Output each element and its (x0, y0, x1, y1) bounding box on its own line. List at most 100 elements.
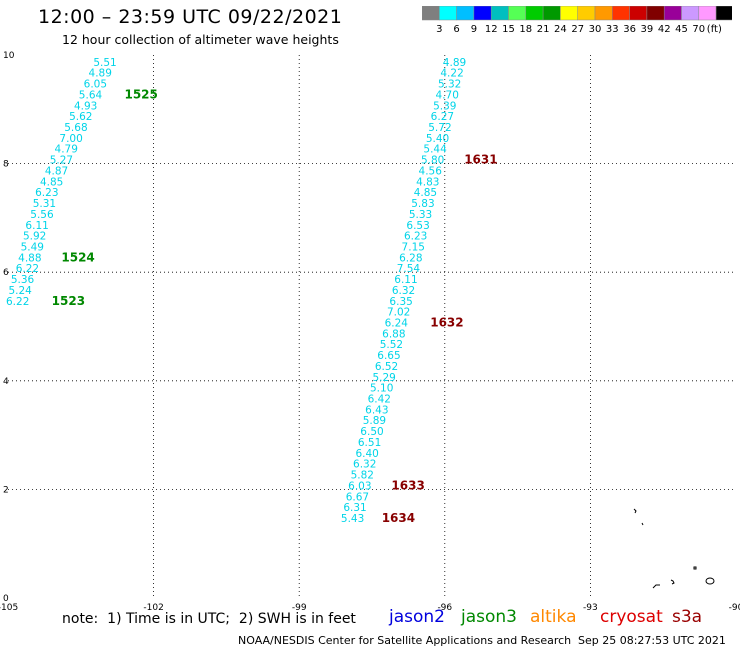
wave-height-point: 4.85 (40, 176, 63, 188)
wave-height-point: 5.62 (69, 111, 92, 123)
y-tick-label: 10 (3, 51, 15, 61)
x-tick-label: -93 (583, 603, 598, 613)
wave-height-point: 5.72 (428, 122, 451, 134)
wave-height-point: 6.52 (375, 361, 398, 373)
wave-height-point: 5.89 (363, 415, 386, 427)
wave-height-point: 6.24 (385, 318, 409, 330)
wave-height-point: 4.88 (18, 252, 41, 264)
wave-height-point: 6.32 (392, 285, 415, 297)
colorbar-tick-label: 12 (485, 24, 498, 35)
wave-height-point: 6.27 (431, 111, 454, 123)
wave-height-point: 5.80 (421, 155, 444, 167)
colorbar-tick-label: 6 (453, 24, 459, 35)
wave-height-point: 4.93 (74, 100, 97, 112)
wave-height-point: 5.33 (409, 209, 432, 221)
coastline-fragment (652, 584, 660, 589)
wave-height-point: 6.05 (84, 79, 107, 91)
wave-height-point: 6.51 (358, 437, 381, 449)
note-text: note: 1) Time is in UTC; 2) SWH is in fe… (62, 611, 356, 627)
satellite-jason2: jason2 (389, 607, 445, 627)
wave-height-point: 6.03 (348, 480, 371, 492)
wave-height-point: 5.92 (23, 231, 46, 243)
pass-number-label: 1632 (430, 316, 463, 330)
wave-height-point: 6.22 (6, 296, 29, 308)
wave-height-point: 6.32 (353, 459, 376, 471)
wave-height-point: 6.23 (35, 187, 58, 199)
footer-source: NOAA/NESDIS Center for Satellite Applica… (238, 634, 572, 647)
colorbar-tick-label: 27 (571, 24, 584, 35)
wave-height-point: 5.36 (11, 274, 35, 286)
coastline-fragment (705, 577, 715, 585)
wave-height-point: 6.22 (16, 263, 39, 275)
wave-height-point: 4.89 (89, 68, 112, 80)
wave-height-point: 7.15 (402, 241, 425, 253)
coastline-fragment (633, 508, 637, 514)
wave-height-point: 5.27 (50, 155, 73, 167)
wave-height-point: 5.49 (21, 241, 44, 253)
x-tick-label: -90 (729, 603, 740, 613)
colorbar-tick-label: 18 (519, 24, 532, 35)
footer-timestamp: Sep 25 08:27:53 UTC 2021 (578, 634, 726, 647)
wave-height-point: 4.22 (440, 68, 463, 80)
wave-height-point: 6.11 (25, 220, 48, 232)
wave-height-point: 4.87 (45, 165, 68, 177)
wave-height-point: 6.11 (394, 274, 417, 286)
wave-height-point: 5.51 (93, 57, 116, 69)
x-tick-label: -105 (0, 603, 18, 613)
x-tick-label: -96 (437, 603, 452, 613)
wave-height-point: 5.68 (64, 122, 87, 134)
pass-number-label: 1631 (464, 153, 497, 167)
colorbar-tick-label: 3 (436, 24, 442, 35)
colorbar-tick-label: 24 (554, 24, 567, 35)
wave-height-point: 5.82 (351, 470, 374, 482)
wave-height-point: 7.54 (397, 263, 421, 275)
colorbar-legend: 3 6 9 12 15 18 21 24 27 30 33 36 39 42 45 70 (ft) (422, 6, 732, 35)
colorbar-tick-label: 9 (471, 24, 477, 35)
wave-height-point: 5.32 (438, 79, 461, 91)
chart-subtitle: 12 hour collection of altimeter wave hei… (62, 32, 339, 47)
wave-height-point: 7.00 (59, 133, 82, 145)
y-tick-label: 8 (3, 160, 9, 170)
colorbar-tick-label: 42 (658, 24, 671, 35)
wave-height-point: 6.35 (389, 296, 412, 308)
wave-height-point: 6.53 (406, 220, 429, 232)
wave-height-point: 6.28 (399, 252, 422, 264)
wave-height-point: 6.40 (355, 448, 378, 460)
y-tick-label: 4 (3, 377, 9, 387)
colorbar-tick-label: 36 (623, 24, 636, 35)
pass-number-label: 1634 (382, 511, 415, 525)
pass-number-label: 1633 (391, 478, 424, 492)
satellite-jason3: jason3 (461, 607, 517, 627)
colorbar-tick-label: 45 (675, 24, 688, 35)
colorbar-unit: (ft) (707, 24, 722, 35)
x-tick-label: -102 (143, 603, 163, 613)
wave-height-point: 5.31 (33, 198, 56, 210)
coastline-fragment (670, 579, 675, 585)
wave-height-point: 4.83 (416, 176, 439, 188)
wave-height-point: 4.56 (419, 165, 443, 177)
wave-height-point: 6.50 (360, 426, 383, 438)
wave-height-point: 6.65 (377, 350, 400, 362)
pass-number-label: 1525 (124, 87, 157, 101)
wave-height-point: 4.89 (443, 57, 466, 69)
colorbar-tick-label: 33 (606, 24, 619, 35)
colorbar-tick-label: 15 (502, 24, 515, 35)
wave-height-point: 5.44 (423, 144, 447, 156)
colorbar-tick-label: 30 (589, 24, 602, 35)
colorbar-swatch (715, 6, 732, 21)
y-tick-label: 0 (3, 594, 9, 604)
satellite-s3a: s3a (672, 607, 703, 627)
wave-height-point: 5.29 (372, 372, 395, 384)
chart-title: 12:00 – 23:59 UTC 09/22/2021 (38, 6, 343, 28)
wave-height-point: 5.10 (370, 383, 393, 395)
wave-height-point: 6.67 (346, 491, 369, 503)
wave-height-point: 6.43 (365, 404, 388, 416)
wave-height-point: 5.83 (411, 198, 434, 210)
wave-height-point: 6.88 (382, 328, 405, 340)
wave-height-point: 5.39 (433, 100, 456, 112)
wave-height-point: 4.79 (55, 144, 78, 156)
y-tick-label: 2 (3, 485, 9, 495)
wave-height-point: 4.70 (436, 89, 459, 101)
colorbar-tick-label: 70 (692, 24, 705, 35)
